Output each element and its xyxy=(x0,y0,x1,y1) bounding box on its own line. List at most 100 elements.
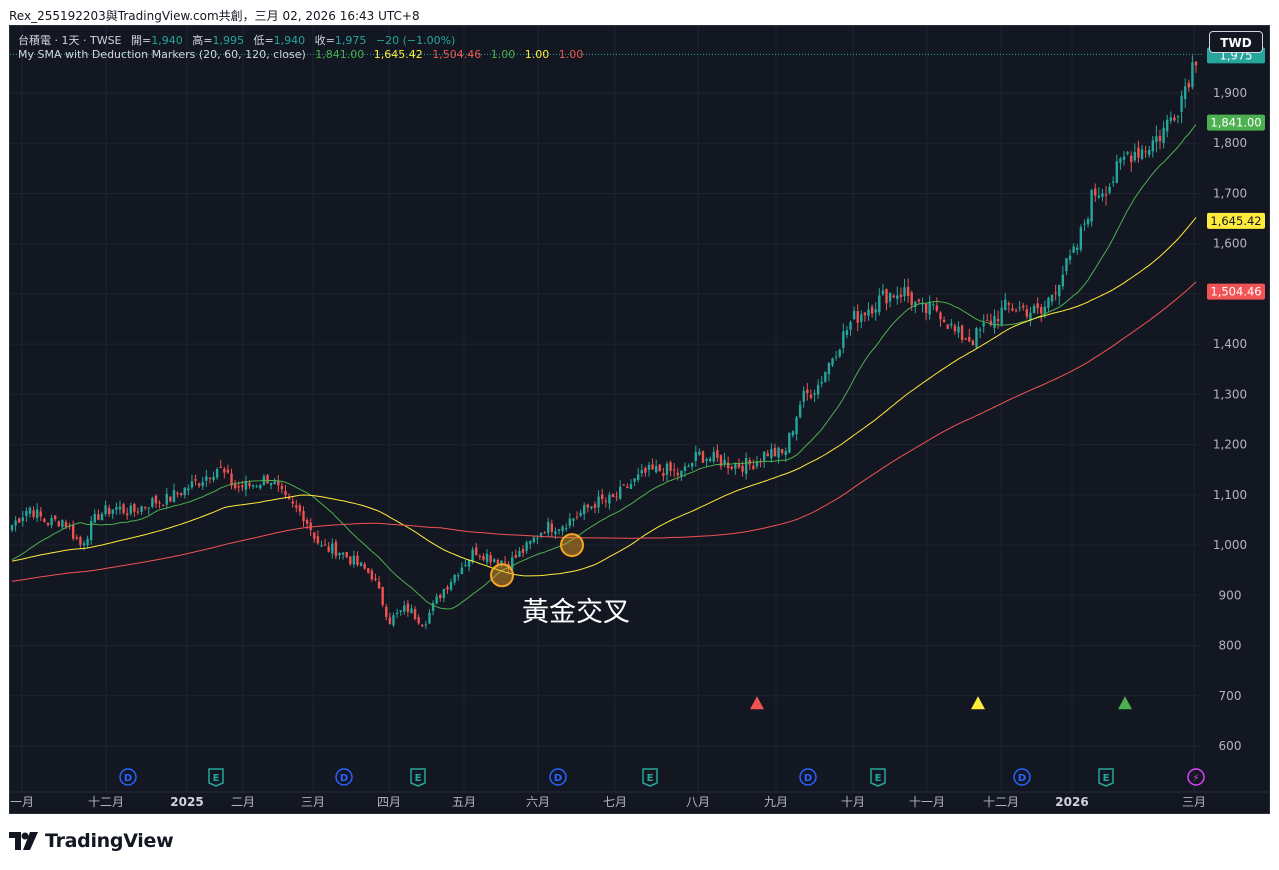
candle-body xyxy=(21,517,24,521)
candle-body xyxy=(950,323,953,326)
candle-body xyxy=(1061,274,1065,287)
candle-body xyxy=(1050,294,1054,302)
dividend-badge xyxy=(119,768,137,786)
chart-panel[interactable]: 600 700 800 900 1,000 1,100 1,200 1,300 1,400 1,5… xyxy=(9,25,1270,814)
candle-body xyxy=(439,595,442,599)
candle-body xyxy=(1072,246,1075,253)
currency-button[interactable]: TWD xyxy=(1209,31,1263,53)
candle-body xyxy=(183,487,186,496)
candle-body xyxy=(903,287,906,297)
candle-body xyxy=(197,483,201,486)
candle-body xyxy=(1029,312,1032,320)
candle-body xyxy=(453,574,456,583)
high-value: 1,995 xyxy=(212,34,244,47)
candle-body xyxy=(1018,307,1021,309)
candle-body xyxy=(712,451,715,462)
candle-body xyxy=(97,514,100,520)
candle-body xyxy=(500,560,503,566)
candle-body xyxy=(1068,255,1072,260)
candle-body xyxy=(194,479,197,481)
candle-body xyxy=(561,526,564,532)
candle-body xyxy=(615,496,618,498)
candles xyxy=(10,55,1198,630)
candle-body xyxy=(1180,95,1183,112)
candle-body xyxy=(251,485,255,487)
candle-body xyxy=(993,316,996,329)
dividend-badge-label: D xyxy=(554,773,562,784)
candle-body xyxy=(431,603,435,612)
legend-line-1: 台積電 · 1天 · TWSE 開=1,940 高=1,995 低=1,940 … xyxy=(18,34,456,47)
candle-body xyxy=(442,589,446,598)
candle-body xyxy=(575,516,579,518)
candle-body xyxy=(345,551,348,558)
candle-body xyxy=(780,449,784,453)
price-chart[interactable]: 600 700 800 900 1,000 1,100 1,200 1,300 1,400 1,5… xyxy=(10,26,1270,814)
candle-body xyxy=(1104,194,1108,196)
candle-body xyxy=(1108,186,1111,193)
candle-body xyxy=(1025,309,1029,317)
y-tick-label: 1,700 xyxy=(1213,186,1247,200)
candle-body xyxy=(316,536,320,544)
candle-body xyxy=(1148,149,1151,155)
open-value: 1,940 xyxy=(151,34,183,47)
candle-body xyxy=(161,505,165,507)
candle-body xyxy=(305,519,309,524)
candle-body xyxy=(291,501,294,504)
dividend-badge xyxy=(799,768,817,786)
split-badge xyxy=(1187,768,1205,786)
sma120-price-label-bg xyxy=(1207,283,1265,300)
annotation-text: 黃金交叉 xyxy=(522,597,630,628)
y-tick-label: 800 xyxy=(1219,639,1242,653)
candle-body xyxy=(428,612,431,624)
candle-body xyxy=(669,462,672,471)
candle-body xyxy=(43,518,46,522)
candle-body xyxy=(1011,308,1014,311)
candle-body xyxy=(928,302,931,315)
candle-body xyxy=(464,564,467,566)
y-tick-label: 1,800 xyxy=(1213,136,1247,150)
candle-body xyxy=(104,505,107,515)
deduction-marker-triangle xyxy=(750,696,764,710)
candle-body xyxy=(446,587,449,590)
candle-body xyxy=(244,480,248,490)
candle-body xyxy=(752,465,755,469)
candle-body xyxy=(100,513,104,521)
dividend-badge xyxy=(1013,768,1031,786)
candle-body xyxy=(1140,149,1144,159)
candle-body xyxy=(514,554,518,558)
candle-body xyxy=(201,482,204,486)
earnings-badge xyxy=(1098,768,1114,787)
candle-body xyxy=(57,521,60,527)
candle-body xyxy=(17,518,21,523)
open-label: 開 xyxy=(131,34,143,47)
golden-cross-circle xyxy=(490,563,514,588)
y-tick-label: 700 xyxy=(1219,689,1242,703)
candle-body xyxy=(917,299,921,302)
candle-body xyxy=(1130,155,1133,163)
earnings-badge xyxy=(870,768,886,787)
candle-body xyxy=(1047,297,1050,308)
candle-body xyxy=(636,474,640,481)
candle-body xyxy=(136,511,140,513)
x-tick-label: 三月 xyxy=(301,795,325,809)
candle-body xyxy=(572,518,575,521)
candle-body xyxy=(1194,61,1198,66)
candle-body xyxy=(633,478,636,482)
chart-background xyxy=(10,26,1269,813)
candle-body xyxy=(457,575,460,577)
x-tick-label: 2025 xyxy=(170,795,203,809)
dividend-badge-label: D xyxy=(340,773,348,784)
tradingview-logo[interactable]: TradingView xyxy=(9,830,174,852)
candle-body xyxy=(690,462,694,467)
candle-body xyxy=(298,505,302,512)
candle-body xyxy=(852,310,856,319)
candle-body xyxy=(392,615,395,626)
candle-body xyxy=(61,520,64,528)
tradingview-logo-icon xyxy=(9,832,38,850)
candle-body xyxy=(878,295,881,313)
candle-body xyxy=(529,540,532,544)
candle-body xyxy=(629,483,633,489)
dividend-badge-label: D xyxy=(1018,773,1026,784)
candle-body xyxy=(158,502,161,504)
candle-body xyxy=(71,524,75,539)
